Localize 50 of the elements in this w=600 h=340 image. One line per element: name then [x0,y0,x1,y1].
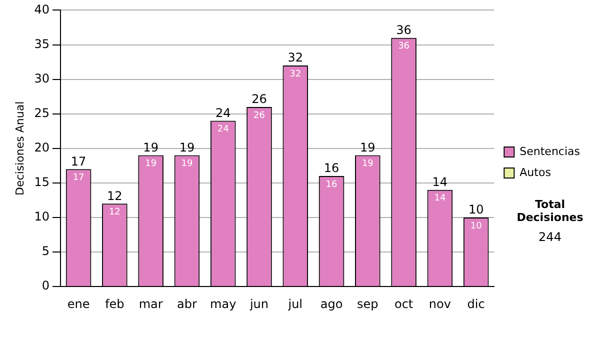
x-tick-label: ene [67,296,90,311]
y-tick-label: 10 [34,210,50,224]
y-tick-label: 0 [42,278,50,293]
x-tick-label: feb [105,296,124,311]
x-tick-label: may [210,296,236,311]
y-tick-label: 30 [34,71,50,86]
data-label: 19 [362,159,374,170]
data-label: 19 [181,159,193,170]
data-label: 12 [108,208,120,218]
y-tick-label: 20 [34,140,50,155]
total-label: 12 [107,188,122,203]
total-label: 14 [432,174,448,189]
y-tick-label: 35 [34,36,50,51]
y-tick-label: 40 [34,2,50,16]
x-tick-label: dic [467,296,485,311]
text: Total Decisiones [516,198,584,224]
data-label: 36 [398,42,410,52]
y-axis-title: Decisiones Anual [13,101,26,196]
x-tick-label: jul [287,296,303,311]
text: 244 [538,230,562,244]
data-label: 16 [326,180,338,190]
x-tick-label: oct [394,296,414,311]
total-label: 19 [143,140,158,154]
y-tick-label: 25 [34,106,50,120]
total-label: 32 [288,50,304,65]
legend-label: Autos [520,166,552,179]
data-label: 14 [434,194,446,204]
total-label: 16 [324,161,340,176]
total-label: 36 [396,22,412,37]
data-label: 19 [145,159,157,170]
legend-label: Sentencias [520,144,580,158]
total-label: 26 [252,92,267,106]
data-label: 26 [254,110,266,121]
x-tick-label: sep [357,296,378,311]
x-tick-label: mar [138,296,163,311]
data-label: 32 [290,69,302,80]
data-label: 24 [217,124,230,135]
x-tick-label: nov [428,296,451,311]
y-tick-label: 15 [34,175,50,190]
y-tick-label: 5 [42,244,50,258]
total-label: 17 [70,154,86,168]
total-label: 10 [468,202,484,217]
total-label: 19 [360,140,376,154]
x-tick-label: ago [320,296,343,311]
total-label: 24 [215,106,231,120]
x-tick-label: abr [177,296,197,311]
data-label: 17 [72,172,84,183]
total-label: 19 [179,140,195,154]
data-label: 10 [470,221,482,232]
x-tick-label: jun [248,296,269,311]
